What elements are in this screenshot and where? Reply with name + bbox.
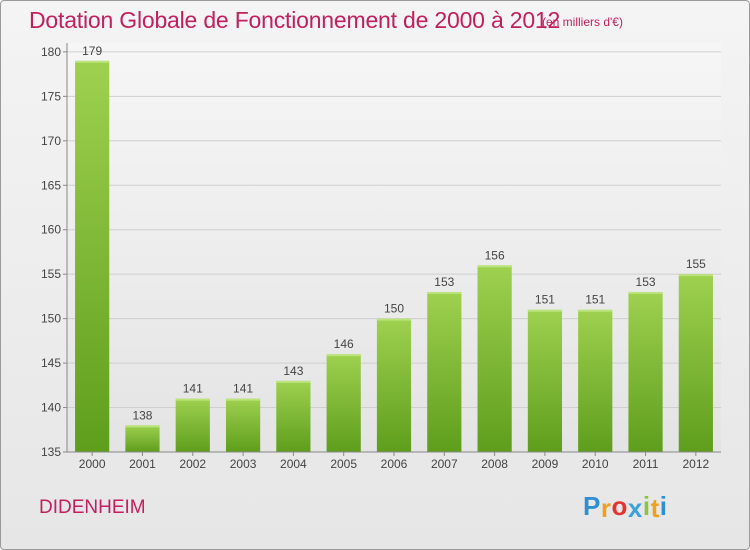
x-tick-label: 2004 bbox=[280, 457, 307, 471]
bar-value-label: 150 bbox=[384, 302, 404, 316]
logo-letter: x bbox=[627, 493, 643, 523]
y-tick-label: 180 bbox=[41, 45, 61, 59]
bar-value-label: 141 bbox=[233, 382, 253, 396]
bar-highlight bbox=[326, 354, 361, 357]
logo-letter: o bbox=[611, 491, 628, 521]
x-tick-label: 2012 bbox=[682, 457, 709, 471]
bar bbox=[75, 60, 110, 453]
bar-value-label: 138 bbox=[132, 408, 152, 422]
bar-highlight bbox=[527, 309, 563, 312]
y-tick-label: 155 bbox=[41, 267, 61, 281]
bar-highlight bbox=[678, 274, 713, 277]
bar-highlight bbox=[578, 309, 613, 312]
bar-highlight bbox=[427, 291, 462, 294]
bar bbox=[527, 309, 563, 452]
logo-letter: P bbox=[583, 491, 601, 521]
x-tick-label: 2009 bbox=[532, 457, 559, 471]
bar-value-label: 151 bbox=[585, 293, 605, 307]
chart-title: Dotation Globale de Fonctionnement de 20… bbox=[29, 7, 561, 33]
bar-highlight bbox=[75, 60, 110, 63]
bar bbox=[477, 265, 512, 452]
y-tick-label: 175 bbox=[41, 89, 61, 103]
x-tick-label: 2007 bbox=[431, 457, 458, 471]
bar-highlight bbox=[628, 291, 663, 294]
x-tick-label: 2006 bbox=[381, 457, 408, 471]
x-tick-label: 2005 bbox=[330, 457, 357, 471]
x-tick-label: 2010 bbox=[582, 457, 609, 471]
x-tick-label: 2003 bbox=[230, 457, 257, 471]
x-tick-label: 2002 bbox=[179, 457, 206, 471]
bar-highlight bbox=[376, 318, 412, 321]
commune-name: DIDENHEIM bbox=[39, 497, 146, 518]
bar bbox=[578, 309, 613, 452]
bar-value-label: 179 bbox=[82, 44, 102, 58]
bar-value-label: 143 bbox=[283, 364, 303, 378]
y-tick-label: 170 bbox=[41, 134, 61, 148]
x-tick-label: 2000 bbox=[79, 457, 106, 471]
bar bbox=[427, 291, 462, 452]
y-tick-label: 150 bbox=[41, 312, 61, 326]
x-tick-label: 2001 bbox=[129, 457, 156, 471]
bar-value-label: 153 bbox=[434, 275, 454, 289]
bar bbox=[225, 398, 261, 452]
bar bbox=[175, 398, 210, 452]
bar-highlight bbox=[477, 265, 512, 268]
bar bbox=[376, 318, 412, 452]
y-tick-label: 140 bbox=[41, 401, 61, 415]
bar-highlight bbox=[175, 398, 210, 401]
logo-letter: i bbox=[659, 491, 668, 521]
bar bbox=[326, 354, 361, 452]
bar-highlight bbox=[276, 380, 311, 383]
y-tick-label: 145 bbox=[41, 356, 61, 370]
bar bbox=[125, 425, 160, 452]
bar-value-label: 155 bbox=[686, 257, 706, 271]
bar bbox=[628, 291, 663, 452]
x-tick-label: 2011 bbox=[633, 457, 659, 471]
bar-value-label: 151 bbox=[535, 293, 555, 307]
bar-value-label: 146 bbox=[334, 337, 354, 351]
bar-highlight bbox=[225, 398, 261, 401]
proxiti-logo: Proxiti bbox=[583, 491, 668, 523]
bar bbox=[678, 274, 713, 452]
x-tick-label: 2008 bbox=[481, 457, 508, 471]
bar bbox=[276, 380, 311, 452]
logo-letter: t bbox=[650, 493, 660, 523]
y-tick-label: 135 bbox=[41, 445, 61, 459]
y-tick-label: 160 bbox=[41, 223, 61, 237]
bar-highlight bbox=[125, 425, 160, 428]
bar-value-label: 141 bbox=[183, 382, 203, 396]
bar-value-label: 153 bbox=[636, 275, 656, 289]
y-tick-label: 165 bbox=[41, 178, 61, 192]
bar-value-label: 156 bbox=[485, 248, 505, 262]
logo-letter: r bbox=[600, 493, 612, 523]
chart-unit-note: (en milliers d'€) bbox=[542, 15, 623, 29]
logo-letter: i bbox=[642, 491, 651, 521]
